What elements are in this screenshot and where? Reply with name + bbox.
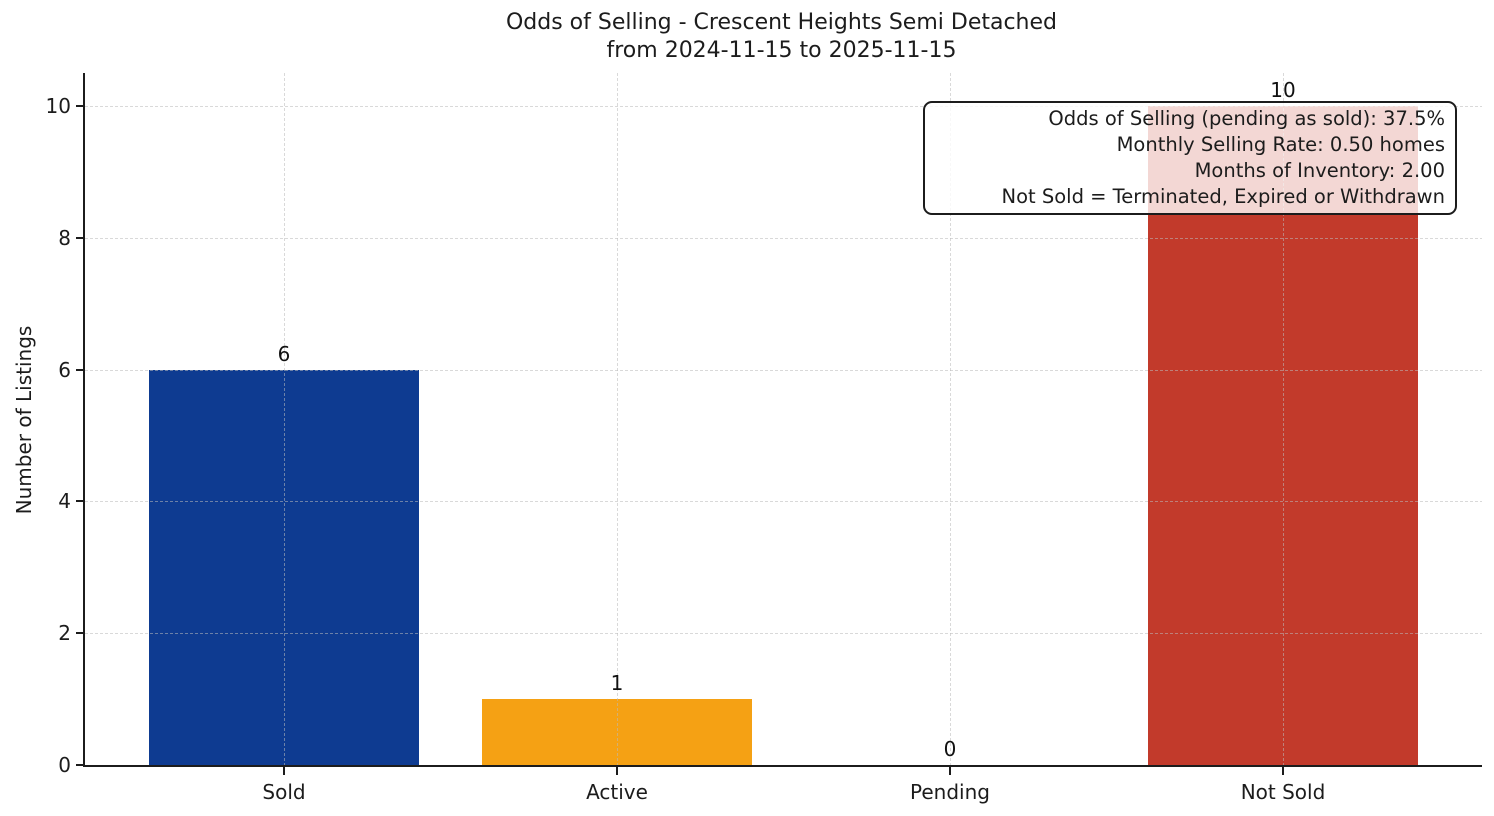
gridline-y-2 xyxy=(85,633,1482,635)
x-tick-label-pending: Pending xyxy=(910,780,990,804)
y-tick-4 xyxy=(76,500,83,503)
x-tick-label-active: Active xyxy=(586,780,648,804)
x-tick-label-sold: Sold xyxy=(262,780,306,804)
gridline-y-4 xyxy=(85,501,1482,503)
gridline-y-6 xyxy=(85,369,1482,371)
plot-area: 0 2 4 6 8 10 Sold 6 Active 1 Pending 0 Not Sold 10 xyxy=(46,73,1482,804)
bar-value-label-pending: 0 xyxy=(943,737,957,761)
gridline-x-sold xyxy=(284,73,285,765)
gridline-y-8 xyxy=(85,237,1482,239)
chart-title-line1: Odds of Selling - Crescent Heights Semi … xyxy=(505,10,1058,35)
chart-title: Odds of Selling - Crescent Heights Semi … xyxy=(83,9,1480,65)
annotation-line-monthly-selling-rate: Monthly Selling Rate: 0.50 homes xyxy=(1116,133,1445,156)
y-tick-6 xyxy=(76,368,83,371)
annotation-line-odds-of-selling: Odds of Selling (pending as sold): 37.5% xyxy=(1048,107,1445,130)
gridline-y-10 xyxy=(85,105,1482,107)
y-tick-10 xyxy=(76,104,83,107)
bar-value-label-sold: 6 xyxy=(277,341,291,366)
x-tick-label-not-sold: Not Sold xyxy=(1240,780,1326,804)
annotation-box: Odds of Selling (pending as sold): 37.5%… xyxy=(923,101,1457,215)
y-tick-label-10: 10 xyxy=(45,93,71,118)
x-tick-not-sold xyxy=(1282,765,1284,775)
chart-title-line2: from 2024-11-15 to 2025-11-15 xyxy=(606,38,957,63)
y-tick-label-2: 2 xyxy=(58,621,71,646)
y-tick-0 xyxy=(76,764,83,766)
bar-value-label-active: 1 xyxy=(610,671,624,696)
y-tick-label-8: 8 xyxy=(58,225,71,250)
x-tick-sold xyxy=(283,765,285,775)
bar-value-label-not-sold: 10 xyxy=(1270,77,1296,102)
annotation-line-months-of-inventory: Months of Inventory: 2.00 xyxy=(1194,159,1445,182)
gridline-x-pending xyxy=(950,73,951,765)
gridline-x-active xyxy=(617,73,618,765)
y-tick-2 xyxy=(76,632,83,635)
annotation-line-not-sold-definition: Not Sold = Terminated, Expired or Withdr… xyxy=(1001,185,1445,208)
y-tick-label-4: 4 xyxy=(58,489,71,514)
x-tick-active xyxy=(616,765,618,775)
y-tick-label-0: 0 xyxy=(58,753,71,777)
x-tick-pending xyxy=(949,765,951,775)
y-tick-8 xyxy=(76,236,83,239)
y-tick-label-6: 6 xyxy=(58,357,71,382)
gridline-x-not-sold xyxy=(1283,73,1284,765)
